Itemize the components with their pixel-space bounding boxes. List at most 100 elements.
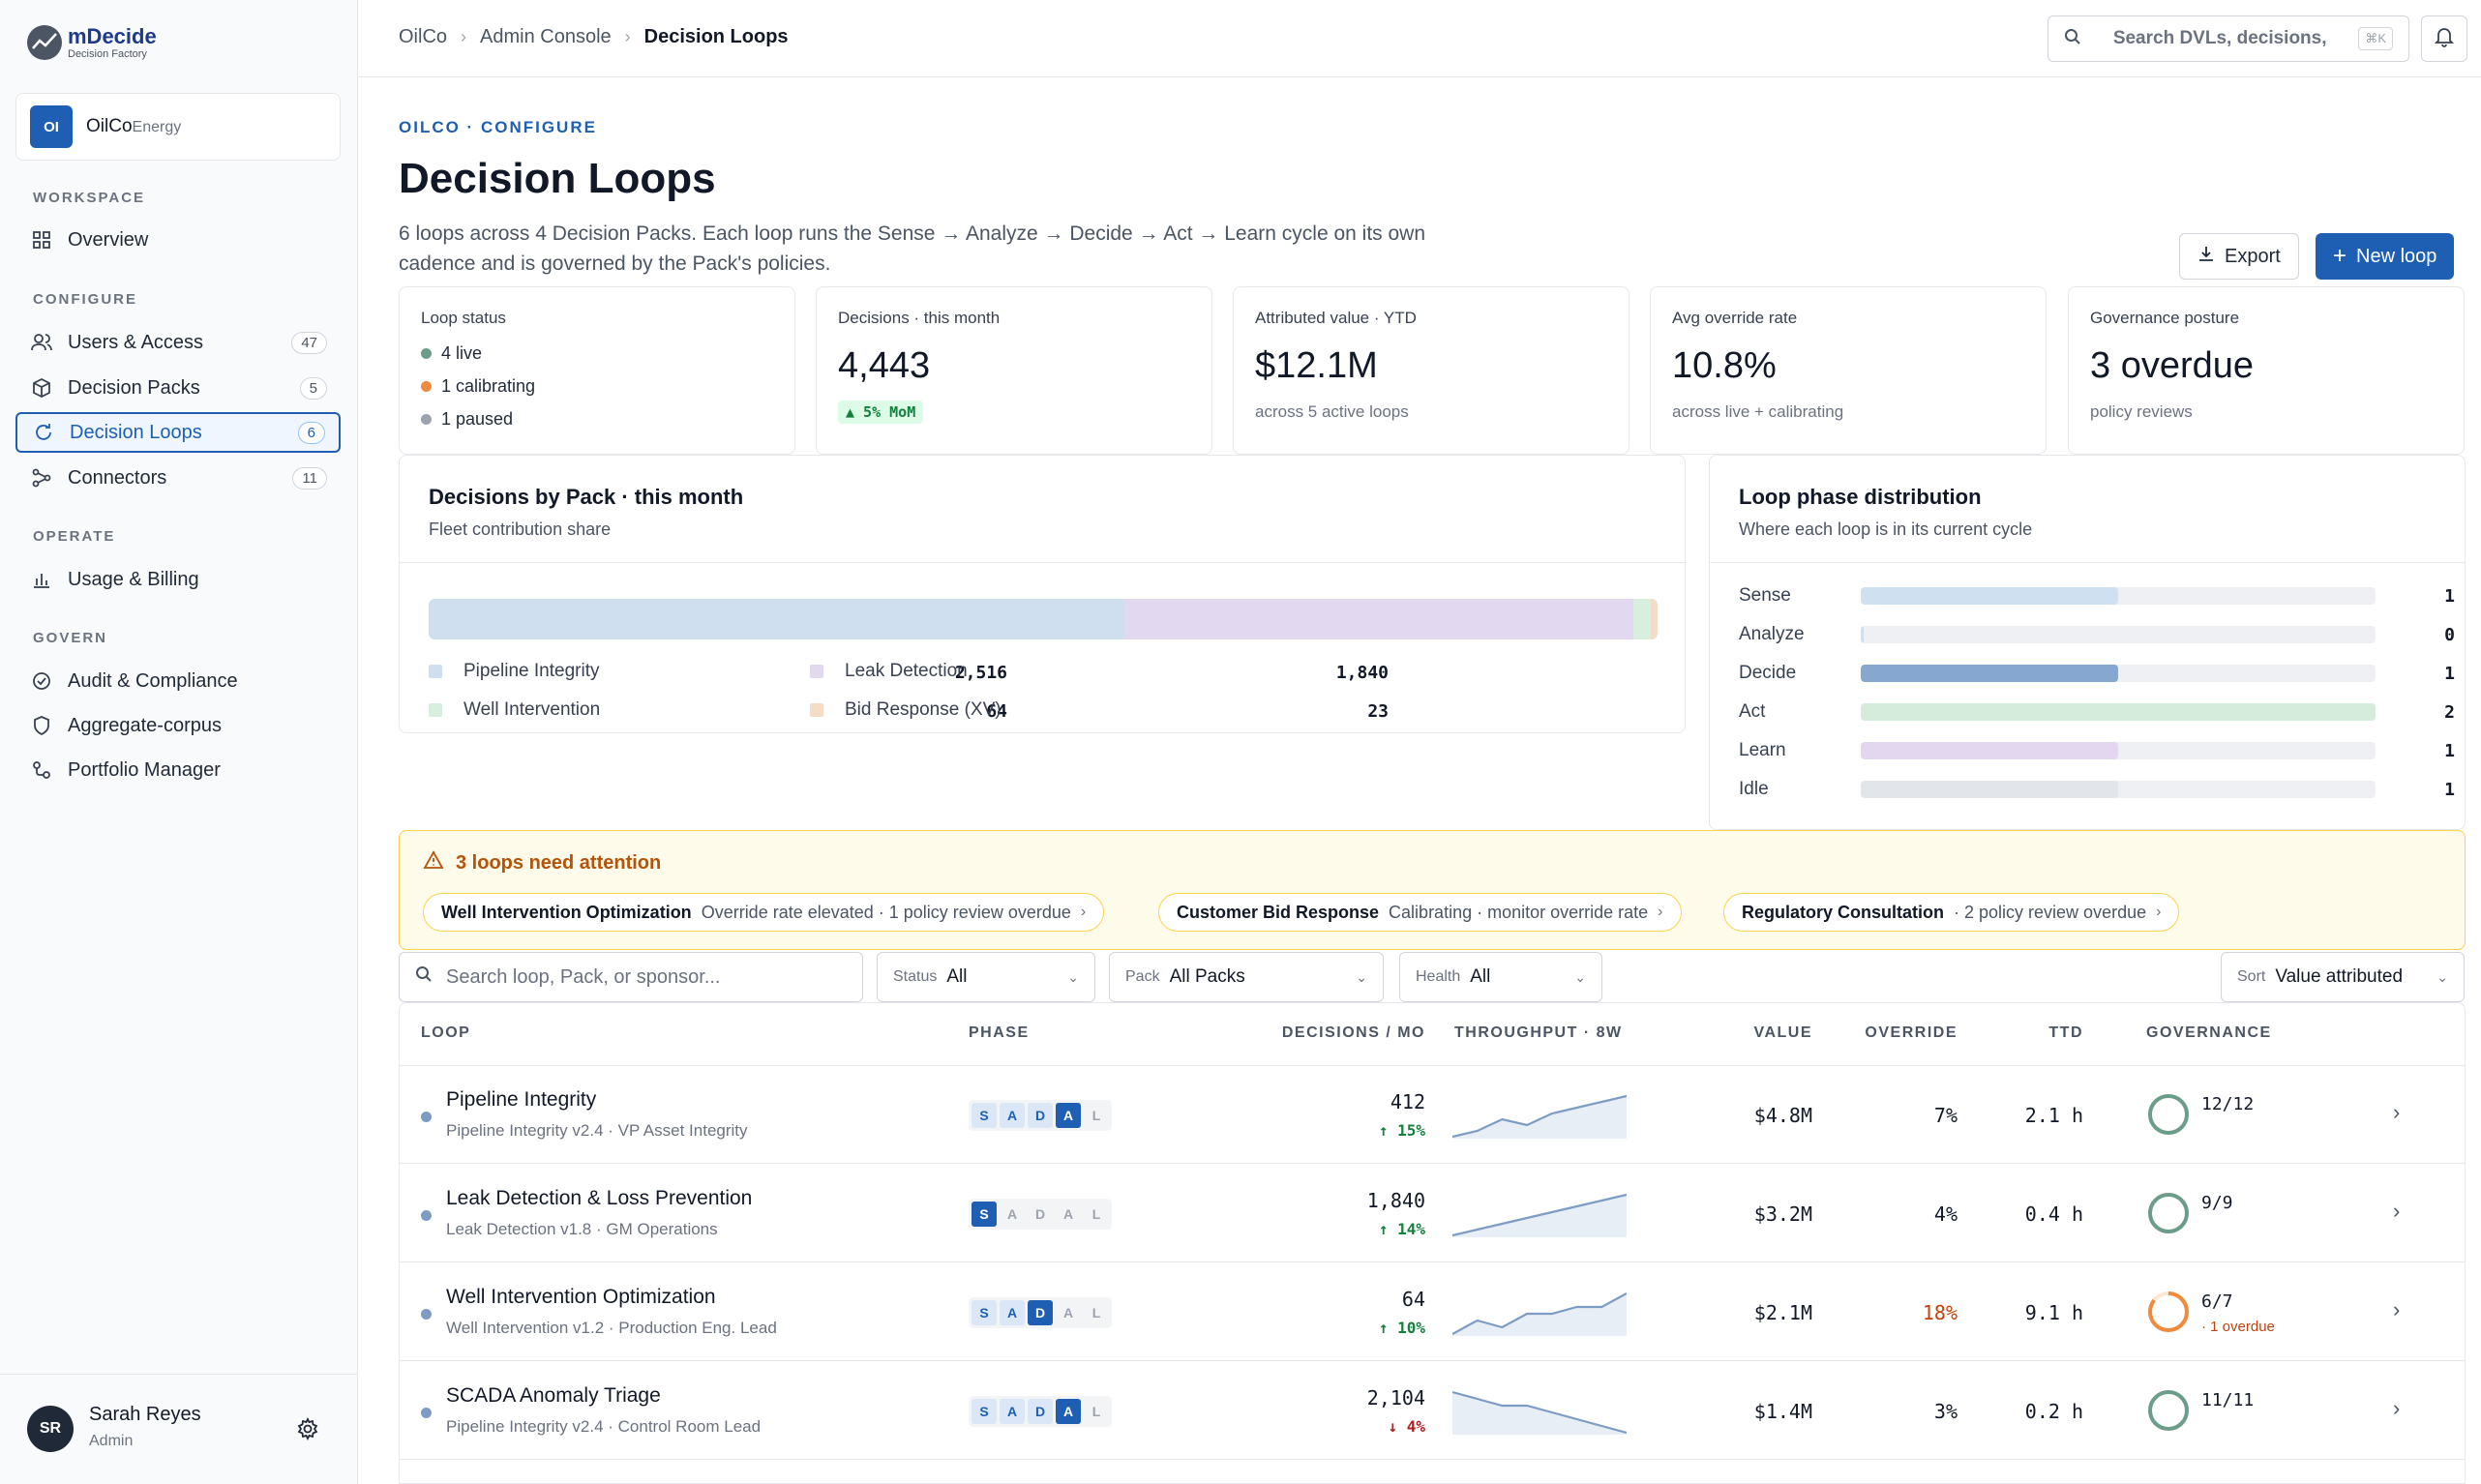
loop-name[interactable]: SCADA Anomaly Triage [446,1384,661,1407]
governance-score: 9/9 [2201,1193,2233,1213]
phase-step: A [1000,1103,1025,1128]
sparkline-line [1452,1094,1627,1139]
status-row: 1 paused [421,409,773,430]
org-name: OilCo [86,116,133,136]
sidebar-item-portfolio-manager[interactable]: Portfolio Manager [15,750,341,790]
phase-count: 1 [2444,585,2455,607]
brand-logo[interactable]: mDecide Decision Factory [27,25,157,60]
chevron-right-icon[interactable]: › [2393,1297,2401,1321]
pack-share-segment [1651,599,1658,639]
new-loop-button[interactable]: + New loop [2316,233,2455,280]
gear-icon[interactable] [296,1416,319,1445]
filter-value: All [1470,966,1491,987]
pack-filter[interactable]: Pack All Packs ⌄ [1109,952,1384,1002]
phase-step: A [1062,1206,1074,1222]
global-search-input[interactable]: Search DVLs, decisions, ⌘K [2048,15,2409,62]
breadcrumb-item[interactable]: Admin Console [480,26,612,47]
loop-pack-sponsor: Well Intervention v1.2 · Production Eng.… [446,1319,777,1337]
table-row[interactable]: SCADA Anomaly Triage Pipeline Integrity v… [400,1361,2465,1460]
nav-count-badge: 47 [291,331,327,354]
pack-share-segment [1633,599,1652,639]
kpi-label: Loop status [421,309,506,327]
sidebar-item-connectors[interactable]: Connectors 11 [15,458,341,498]
kpi-value: 4,443 [838,345,931,386]
chevron-right-icon[interactable]: › [2393,1396,2401,1420]
phase-bar [1861,587,2118,605]
column-header-decisions[interactable]: DECISIONS / MO [1281,1024,1425,1041]
breadcrumb-item[interactable]: OilCo [399,26,448,47]
loop-name[interactable]: Pipeline Integrity [446,1088,597,1111]
org-suffix: Energy [132,119,182,135]
sidebar-item-label: Audit & Compliance [68,669,238,692]
column-header-throughput[interactable]: THROUGHPUT · 8W [1454,1024,1623,1041]
kpi-subtext: across live + calibrating [1672,402,1844,421]
column-header-override[interactable]: OVERRIDE [1865,1024,1958,1041]
chevron-right-icon: › [1080,904,1087,920]
sidebar-item-audit-compliance[interactable]: Audit & Compliance [15,661,341,701]
bar-chart-icon [31,569,52,590]
sidebar-item-users[interactable]: Users & Access 47 [15,322,341,363]
sidebar-item-decision-packs[interactable]: Decision Packs 5 [15,368,341,408]
status-filter[interactable]: Status All ⌄ [877,952,1095,1002]
sidebar-item-usage-billing[interactable]: Usage & Billing [15,559,341,600]
loop-name[interactable]: Leak Detection & Loss Prevention [446,1187,753,1209]
phase-step: L [1091,1404,1101,1419]
sort-select[interactable]: Sort Value attributed ⌄ [2221,952,2465,1002]
kpi-governance: Governance posture 3 overdue policy revi… [2068,286,2465,455]
override-rate: 18% [1922,1301,1958,1324]
avatar[interactable]: SR [27,1406,74,1452]
chevron-right-icon: › [2156,904,2162,920]
column-header-loop[interactable]: LOOP [421,1024,471,1041]
phase-step: D [1034,1206,1046,1222]
decisions-trend: ↑ 10% [1378,1319,1425,1337]
chevron-right-icon[interactable]: › [2393,1100,2401,1124]
sidebar-item-decision-loops[interactable]: Decision Loops 6 [15,412,341,453]
table-row[interactable]: Leak Detection & Loss Prevention Leak Det… [400,1164,2465,1262]
export-button[interactable]: Export [2179,233,2299,280]
decisions-count: 1,840 [1366,1189,1425,1212]
column-header-governance[interactable]: GOVERNANCE [2146,1024,2272,1041]
chevron-right-icon: › [1658,904,1663,920]
attention-chip[interactable]: Regulatory Consultation · 2 policy revie… [1723,893,2180,932]
page-title: Decision Loops [399,155,716,202]
legend-item: Pipeline Integrity [429,661,599,682]
sidebar-item-label: Users & Access [68,331,204,353]
loop-search-input[interactable]: Search loop, Pack, or sponsor... [399,952,863,1002]
legend-label: Pipeline Integrity [463,661,600,681]
org-switcher[interactable]: OI OilCoEnergy [15,93,341,161]
sidebar-item-aggregate-corpus[interactable]: Aggregate-corpus [15,705,341,746]
health-filter[interactable]: Health All ⌄ [1399,952,1602,1002]
grid-icon [31,229,52,251]
notifications-button[interactable] [2421,15,2467,62]
column-header-value[interactable]: VALUE [1753,1024,1812,1041]
panel-title: Loop phase distribution [1739,485,1982,509]
table-row[interactable]: Well Intervention Optimization Well Inter… [400,1262,2465,1361]
sparkline-line [1452,1193,1627,1237]
attention-chip[interactable]: Well Intervention Optimization Override … [423,893,1105,932]
phase-bar [1861,703,2376,721]
governance-ring-icon [2148,1291,2189,1332]
column-header-ttd[interactable]: TTD [2048,1024,2083,1041]
chip-note: Override rate elevated · 1 policy review… [701,902,1071,922]
attributed-value: $3.2M [1753,1202,1812,1226]
sparkline-line [1452,1292,1627,1335]
sidebar-item-label: Overview [68,228,149,251]
filter-label: Status [893,968,938,985]
sidebar-item-overview[interactable]: Overview [15,220,341,260]
page-description: 6 loops across 4 Decision Packs. Each lo… [399,223,1426,275]
governance-ring-icon [2148,1390,2189,1431]
status-text: 1 paused [441,409,514,429]
phase-count: 1 [2444,779,2455,800]
kpi-value: $12.1M [1255,345,1378,386]
brand-tagline: Decision Factory [68,47,147,60]
chevron-right-icon[interactable]: › [2393,1199,2401,1223]
table-row[interactable]: Pipeline Integrity Pipeline Integrity v2.… [400,1065,2465,1164]
loop-name[interactable]: Well Intervention Optimization [446,1286,716,1308]
chevron-right-icon: › [624,27,631,46]
attention-chip[interactable]: Customer Bid Response Calibrating · moni… [1158,893,1682,932]
column-header-phase[interactable]: PHASE [969,1024,1030,1041]
phase-row: Learn 1 [1739,736,2455,765]
time-to-decision: 2.1 h [2024,1104,2083,1127]
kpi-label: Attributed value · YTD [1255,309,1417,327]
